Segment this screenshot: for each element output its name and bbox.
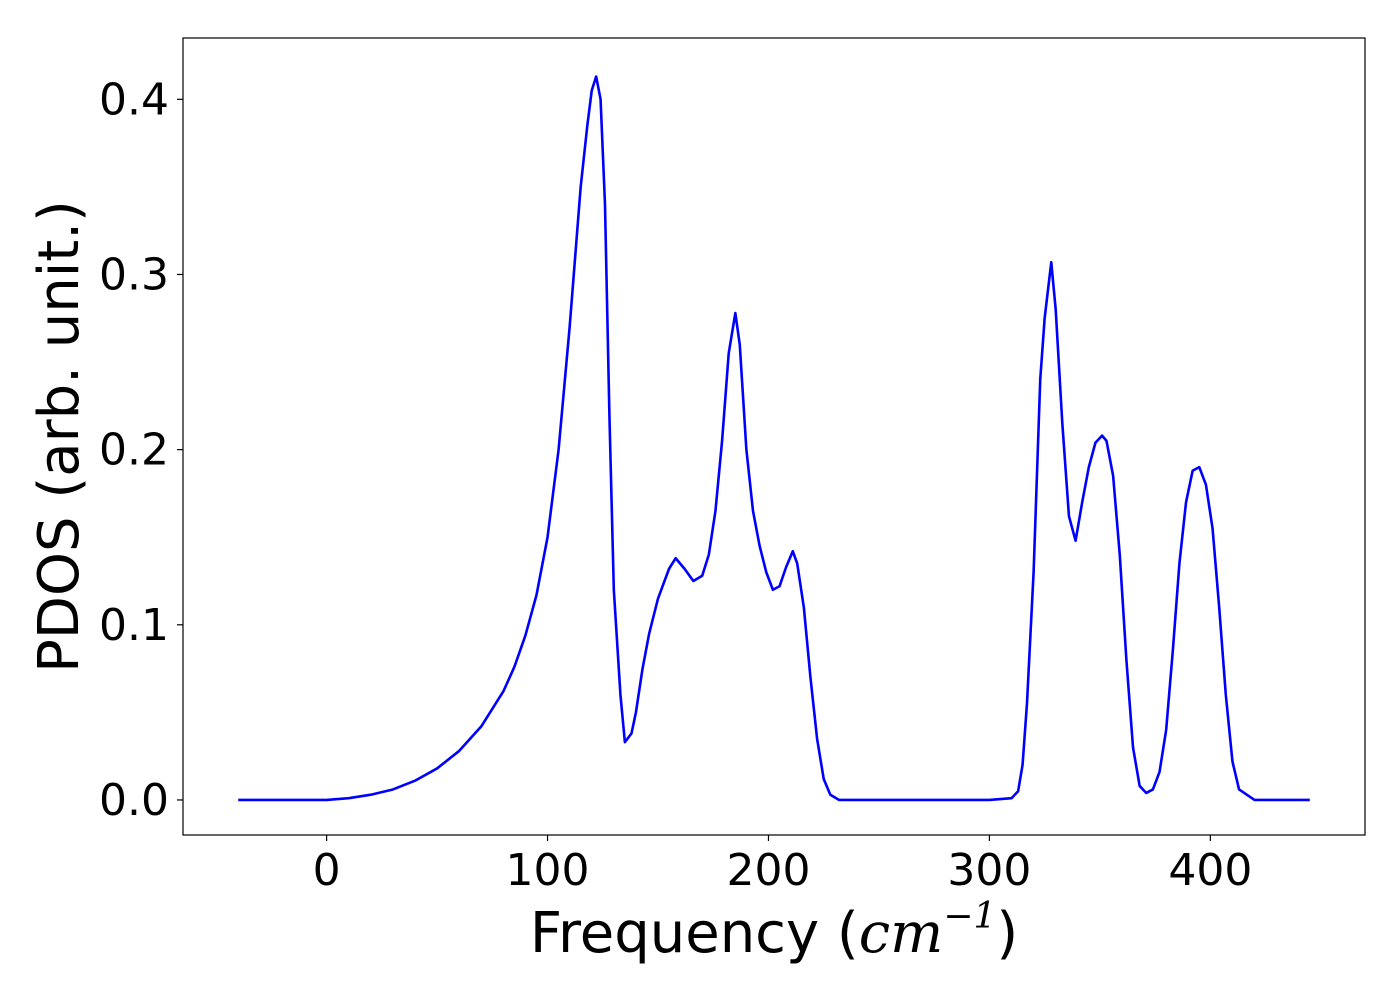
x-axis-title: Frequency (cm−1) bbox=[530, 896, 1018, 966]
x-tick-label: 400 bbox=[1168, 845, 1252, 896]
y-tick-label: 0.3 bbox=[99, 249, 169, 300]
x-axis-title-prefix: Frequency ( bbox=[530, 901, 859, 966]
y-tick-label: 0.4 bbox=[99, 74, 169, 125]
plot-area bbox=[238, 75, 1310, 802]
x-axis-title-exponent: −1 bbox=[943, 896, 996, 937]
y-axis: 0.0 0.1 0.2 0.3 0.4 bbox=[99, 74, 183, 826]
x-axis-title-suffix: ) bbox=[996, 901, 1018, 966]
x-tick-label: 100 bbox=[506, 845, 590, 896]
y-axis-title: PDOS (arb. unit.) bbox=[27, 200, 92, 673]
x-tick-label: 300 bbox=[947, 845, 1031, 896]
y-tick-label: 0.0 bbox=[99, 775, 169, 826]
axes-frame bbox=[182, 37, 1366, 836]
x-axis-title-unit: cm bbox=[859, 901, 943, 966]
x-tick-label: 0 bbox=[313, 845, 341, 896]
y-tick-label: 0.2 bbox=[99, 425, 169, 476]
x-axis: 0 100 200 300 400 bbox=[313, 835, 1252, 896]
x-tick-label: 200 bbox=[726, 845, 810, 896]
pdos-series-line-1 bbox=[238, 75, 1310, 802]
y-tick-label: 0.1 bbox=[99, 600, 169, 651]
